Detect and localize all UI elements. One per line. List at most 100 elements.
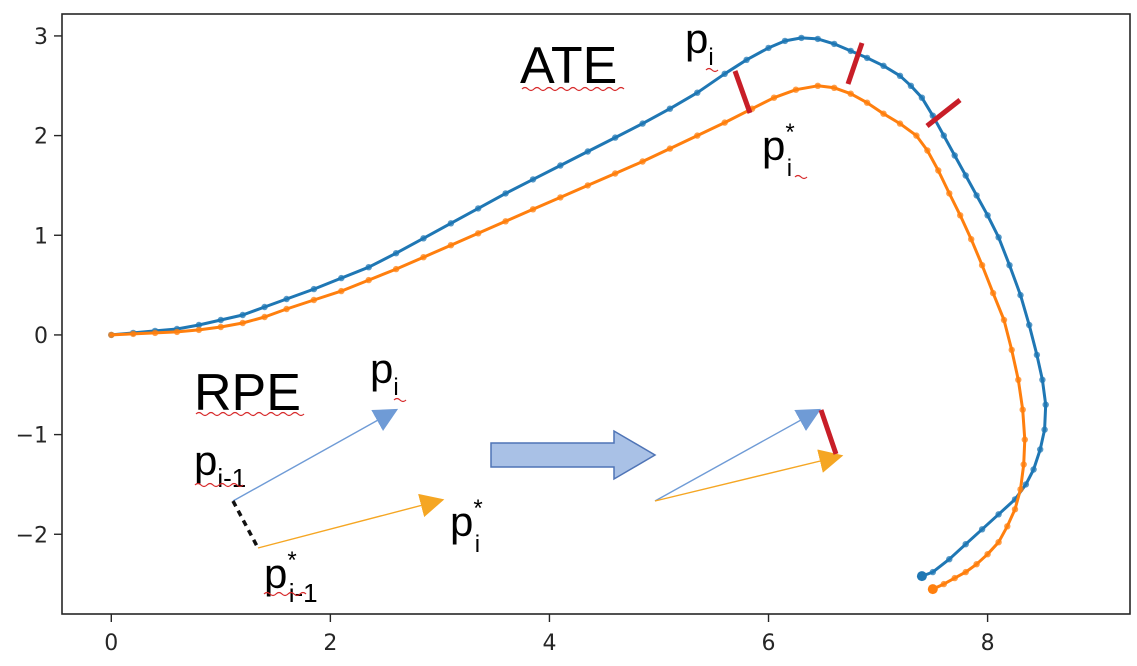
series-point <box>1042 401 1049 408</box>
series-point <box>781 37 789 45</box>
series-point <box>420 254 427 261</box>
series-point <box>984 212 991 219</box>
series-line <box>109 36 1048 578</box>
series-point <box>666 105 674 112</box>
series-point <box>261 313 268 321</box>
series-point <box>814 35 821 43</box>
series-point <box>973 561 980 568</box>
series-point <box>946 190 953 197</box>
series-point <box>502 218 509 225</box>
series-point <box>973 192 980 199</box>
series-point <box>130 330 137 338</box>
series-point <box>338 274 345 282</box>
series-point <box>831 40 838 48</box>
series-end-point <box>927 584 938 595</box>
spellcheck-underline <box>393 397 407 403</box>
series-point <box>392 250 400 257</box>
series-point <box>1008 346 1015 354</box>
series-point <box>847 90 854 97</box>
series-point <box>557 194 564 201</box>
rpe-start-offset <box>231 500 260 549</box>
p-i-minus-1-label: pi-1 <box>194 437 246 493</box>
series-point <box>918 94 926 101</box>
series-point <box>1039 376 1046 383</box>
rpe-estimate-vector <box>232 408 399 502</box>
series-point <box>989 289 997 297</box>
series-point <box>151 329 159 337</box>
p-star-i-top-label: p* i <box>762 119 795 182</box>
series-point <box>913 132 920 139</box>
series-point <box>1004 523 1011 530</box>
series-point <box>666 145 674 152</box>
series-point <box>447 242 455 249</box>
series-point <box>896 72 904 80</box>
series-end-point <box>916 571 927 582</box>
series-point <box>957 212 964 219</box>
series-orange <box>108 82 1028 595</box>
series-point <box>1030 466 1037 473</box>
spellcheck-underline <box>195 411 305 417</box>
ate-error-segment <box>925 98 962 128</box>
series-point <box>863 54 871 62</box>
spellcheck-underline <box>194 482 244 488</box>
series-point <box>951 152 958 159</box>
series-layer <box>108 34 1049 595</box>
series-point <box>529 206 537 213</box>
series-point <box>1011 506 1019 513</box>
series-point <box>261 303 268 311</box>
series-point <box>880 62 887 69</box>
spellcheck-underline <box>705 67 719 73</box>
series-point <box>239 311 246 319</box>
series-point <box>694 132 701 139</box>
series-point <box>283 305 290 313</box>
series-point <box>968 236 975 243</box>
series-point <box>946 556 953 563</box>
series-point <box>792 86 800 93</box>
series-point <box>962 568 969 576</box>
series-point <box>173 328 181 336</box>
series-point <box>1026 321 1033 329</box>
rpe-groundtruth-vector <box>257 493 445 549</box>
p-star-i-rpe-label: p* i <box>450 495 483 558</box>
series-point <box>978 262 986 269</box>
transition-arrow <box>490 429 657 481</box>
series-point <box>770 94 778 101</box>
series-line <box>109 84 1027 591</box>
series-point <box>217 316 224 324</box>
series-point <box>1037 446 1044 453</box>
p-i-rpe-label: pi <box>370 345 399 401</box>
series-point <box>765 44 772 52</box>
series-point <box>743 56 750 63</box>
ate-error-segments <box>732 42 962 128</box>
p-star-i-minus-1-label: p* i-1 <box>264 547 318 608</box>
series-point <box>475 205 482 212</box>
series-point <box>639 120 646 127</box>
series-point <box>1019 406 1026 413</box>
series-point <box>1021 436 1028 443</box>
x-axis: 0 2 4 6 8 <box>104 614 995 656</box>
series-point <box>365 276 372 284</box>
series-point <box>831 84 838 92</box>
series-point <box>310 296 318 304</box>
series-point <box>995 511 1002 518</box>
series-point <box>814 82 821 90</box>
series-blue <box>108 34 1049 582</box>
series-point <box>639 158 646 165</box>
series-point <box>195 326 203 334</box>
series-point <box>847 47 854 55</box>
y-tick-label: 3 <box>34 25 48 50</box>
series-point <box>721 70 728 78</box>
y-tick-label: 2 <box>34 125 48 150</box>
series-point <box>108 331 115 339</box>
series-point <box>447 220 455 227</box>
series-point <box>721 119 728 126</box>
series-point <box>283 295 290 303</box>
ate-error-segment <box>732 70 753 114</box>
series-point <box>392 265 400 273</box>
y-tick-label: −2 <box>16 523 48 548</box>
series-point <box>612 170 619 177</box>
series-point <box>995 539 1002 546</box>
series-point <box>584 148 591 155</box>
series-point <box>907 82 915 90</box>
